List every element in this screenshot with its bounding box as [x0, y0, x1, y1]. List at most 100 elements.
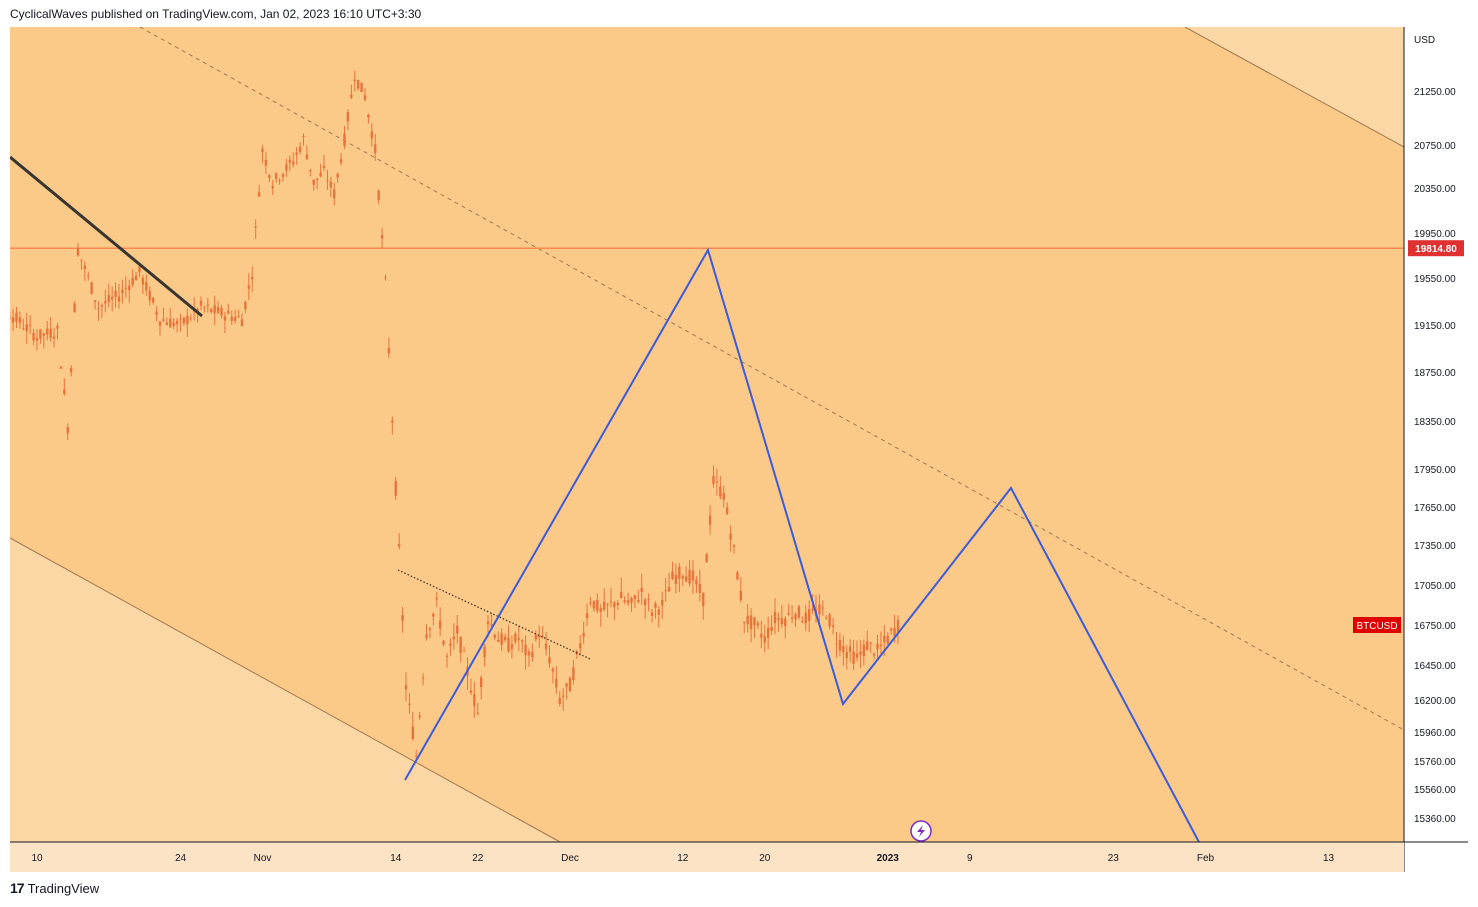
price-tick-label: 17950.00 [1414, 465, 1456, 476]
time-axis[interactable]: 10 24 Nov 14 22 Dec 12 20 2023 9 23 Feb 13 [31, 853, 1334, 864]
candle-body [551, 668, 555, 672]
candle-body [254, 226, 257, 228]
candle-body [114, 290, 117, 297]
candle-body [305, 154, 309, 160]
price-tick-label: 15960.00 [1414, 728, 1456, 739]
candle-body [425, 634, 428, 638]
candles-layer [0, 70, 900, 759]
candle-body [469, 690, 473, 693]
candle-body [374, 144, 377, 153]
candle-body [292, 161, 295, 165]
candle-body [883, 635, 886, 642]
wave-projection-path[interactable] [404, 247, 1201, 845]
candle-body [848, 646, 852, 653]
candle-body [452, 636, 456, 640]
candle-body [862, 644, 866, 657]
price-chart[interactable]: USD 21250.00 20750.00 20350.00 19950.00 1955… [0, 26, 1468, 872]
candle-body [435, 597, 438, 600]
candle-body [609, 601, 613, 603]
candle-body [705, 554, 708, 563]
candle-body [353, 79, 356, 82]
candle-body [650, 612, 654, 616]
chart-attribution: CyclicalWaves published on TradingView.c… [10, 7, 422, 21]
candle-body [69, 368, 73, 373]
candle-body [46, 328, 49, 335]
candle-body [237, 315, 240, 317]
time-axis-panel [10, 842, 1404, 872]
downtrend-line[interactable] [9, 155, 203, 318]
candle-body [356, 79, 360, 89]
candle-body [80, 259, 83, 261]
candle-body [148, 290, 151, 301]
candle-body [589, 602, 592, 604]
candle-body [278, 180, 281, 182]
time-tick-label: 13 [1323, 853, 1335, 864]
channel-upper-line [1184, 26, 1405, 148]
candle-body [620, 591, 623, 599]
candle-body [688, 569, 691, 584]
candle-body [380, 235, 384, 239]
candle-body [169, 318, 172, 328]
candle-body [732, 545, 736, 547]
symbol-badge [1353, 617, 1401, 633]
candle-body [869, 642, 872, 644]
candle-body [725, 507, 729, 514]
candle-body [555, 678, 558, 688]
candle-body [408, 703, 411, 705]
candle-body [90, 282, 93, 294]
candle-body [76, 248, 80, 256]
lightning-icon[interactable] [910, 820, 932, 842]
price-tick-label: 16450.00 [1414, 661, 1456, 672]
candle-body [514, 633, 517, 642]
candle-body [842, 645, 845, 653]
candle-body [753, 617, 756, 626]
candle-body [845, 651, 848, 659]
candle-body [852, 651, 855, 664]
candle-body [818, 604, 821, 615]
candle-body [616, 602, 620, 605]
candle-body [189, 318, 192, 320]
price-axis[interactable]: 21250.00 20750.00 20350.00 19950.00 19550.00… [1414, 87, 1456, 825]
candle-body [360, 82, 363, 92]
candle-body [476, 712, 479, 714]
footer: 17 TradingView [10, 880, 99, 896]
candle-body [203, 307, 206, 309]
candle-body [715, 481, 719, 483]
candle-body [315, 178, 319, 180]
candle-body [397, 543, 401, 547]
candle-body [794, 614, 797, 620]
candle-body [404, 684, 408, 690]
candle-body [268, 175, 271, 179]
dotted-trend-line[interactable] [397, 569, 591, 660]
level-price-badge-text: 19814.80 [1415, 244, 1457, 255]
candle-body [281, 174, 285, 177]
chart-frame[interactable]: USD 21250.00 20750.00 20350.00 19950.00 1955… [0, 26, 1468, 872]
candle-body [124, 287, 128, 289]
candle-body [346, 112, 350, 122]
candle-body [32, 333, 35, 341]
candle-body [684, 576, 688, 582]
candle-body [141, 277, 145, 285]
candle-body [691, 570, 695, 581]
candle-body [561, 695, 565, 697]
candle-body [271, 185, 274, 189]
time-tick-label: 22 [472, 853, 484, 864]
candle-body [247, 285, 251, 289]
price-axis-panel [1404, 27, 1468, 872]
candle-body [158, 321, 162, 326]
candle-body [599, 608, 602, 613]
candle-body [428, 628, 432, 630]
candle-body [671, 571, 674, 579]
candle-body [729, 533, 732, 540]
price-tick-label: 20350.00 [1414, 184, 1456, 195]
candle-body [661, 599, 664, 606]
candle-body [643, 599, 647, 606]
candle-body [486, 621, 490, 625]
footer-brand: TradingView [27, 880, 100, 896]
candle-body [322, 165, 326, 169]
time-tick-label: 12 [677, 853, 689, 864]
price-tick-label: 16200.00 [1414, 696, 1456, 707]
candle-body [411, 726, 415, 739]
candle-body [896, 619, 900, 633]
candle-body [179, 318, 182, 320]
